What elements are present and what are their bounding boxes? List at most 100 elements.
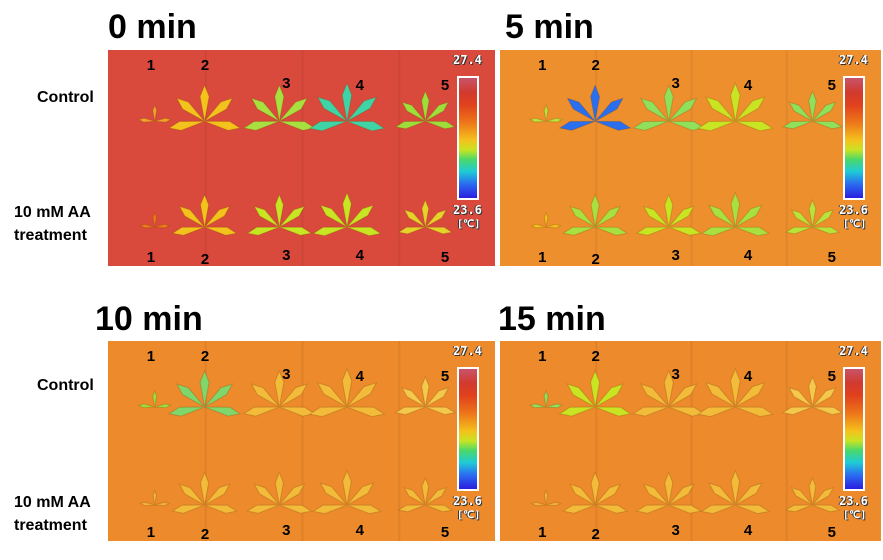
plant-number-treatment-4: 4 xyxy=(743,247,753,264)
plant-number-treatment-2: 2 xyxy=(200,251,210,266)
scale-max-value: 27.4 xyxy=(453,344,482,358)
plant-number-control-5: 5 xyxy=(440,368,450,385)
plant-number-control-3: 3 xyxy=(671,366,680,383)
leaf-bot-4 xyxy=(700,191,771,237)
plant-number-treatment-5: 5 xyxy=(440,249,450,266)
plant-number-control-1: 1 xyxy=(146,348,156,365)
plant-number-control-4: 4 xyxy=(355,368,365,385)
background-seam xyxy=(595,50,598,266)
background-seam xyxy=(301,50,304,266)
background-seam xyxy=(204,341,207,541)
background-seam xyxy=(785,341,788,541)
leaf-bot-1 xyxy=(530,211,562,229)
plant-number-treatment-2: 2 xyxy=(200,526,210,541)
leaf-bot-2 xyxy=(171,193,238,236)
leaf-bot-2 xyxy=(171,471,238,514)
panel-title-0min: 0 min xyxy=(108,8,197,46)
plant-number-control-3: 3 xyxy=(282,366,291,383)
scale-max-value: 27.4 xyxy=(453,53,482,67)
leaf-top-2 xyxy=(167,369,242,417)
plant-number-control-1: 1 xyxy=(538,348,547,365)
thermal-image-10min: 1 2 3 4 5 1 2 3 4 5 27.4 23.6 [℃] xyxy=(108,341,495,541)
leaf-bot-4 xyxy=(312,191,382,237)
thermal-image-0min: 1 2 3 4 5 1 2 3 4 5 27.4 23.6 [℃] xyxy=(108,50,495,266)
leaf-top-1 xyxy=(137,389,172,409)
plant-number-control-4: 4 xyxy=(355,77,365,94)
thermal-canvas xyxy=(108,50,495,266)
temperature-color-scale xyxy=(457,76,479,200)
leaf-bot-1 xyxy=(139,211,171,229)
plant-number-treatment-3: 3 xyxy=(282,522,291,539)
plant-number-treatment-4: 4 xyxy=(743,522,753,539)
background-seam xyxy=(785,50,788,266)
leaf-bot-5 xyxy=(784,476,841,513)
thermal-canvas xyxy=(500,341,881,541)
plant-number-control-2: 2 xyxy=(591,348,600,365)
plant-number-treatment-3: 3 xyxy=(671,522,680,539)
plant-number-control-1: 1 xyxy=(538,57,547,74)
temperature-color-scale xyxy=(457,367,479,491)
leaf-bot-1 xyxy=(530,489,562,507)
plant-number-control-5: 5 xyxy=(827,77,836,94)
leaf-top-1 xyxy=(137,103,172,123)
plant-number-treatment-1: 1 xyxy=(146,249,156,266)
leaf-top-5 xyxy=(394,375,457,416)
leaf-bot-4 xyxy=(700,469,771,515)
scale-min-value: 23.6 xyxy=(453,203,482,217)
leaf-top-2 xyxy=(558,83,632,131)
panel-title-5min: 5 min xyxy=(505,8,594,46)
panel-title-15min: 15 min xyxy=(498,300,606,338)
plant-number-treatment-5: 5 xyxy=(827,524,836,541)
leaf-top-2 xyxy=(558,369,632,417)
thermal-canvas xyxy=(500,50,881,266)
temperature-color-scale xyxy=(843,367,865,491)
background-seam xyxy=(690,50,693,266)
row-label-control-top: Control xyxy=(37,89,94,106)
background-seam xyxy=(595,341,598,541)
scale-unit-label: [℃] xyxy=(843,219,867,230)
row-label-treatment-bottom-line2: treatment xyxy=(14,517,87,534)
row-label-treatment-bottom-line1: 10 mM AA xyxy=(14,494,91,511)
leaf-bot-5 xyxy=(397,198,454,235)
plant-number-control-4: 4 xyxy=(743,77,753,94)
scale-unit-label: [℃] xyxy=(843,510,867,521)
scale-min-value: 23.6 xyxy=(839,203,868,217)
leaf-top-4 xyxy=(696,81,775,132)
temperature-color-scale xyxy=(843,76,865,200)
leaf-top-5 xyxy=(394,89,457,130)
plant-number-treatment-1: 1 xyxy=(146,524,156,541)
scale-unit-label: [℃] xyxy=(457,510,481,521)
leaf-top-1 xyxy=(528,103,564,123)
plant-number-control-3: 3 xyxy=(282,75,291,92)
plant-number-control-1: 1 xyxy=(146,57,156,74)
plant-number-control-5: 5 xyxy=(827,368,836,385)
row-label-control-bottom: Control xyxy=(37,377,94,394)
background-seam xyxy=(301,341,304,541)
leaf-top-4 xyxy=(308,367,386,418)
leaf-bot-3 xyxy=(635,193,702,236)
plant-number-control-2: 2 xyxy=(591,57,600,74)
row-label-treatment-top-line1: 10 mM AA xyxy=(14,204,91,221)
leaf-top-1 xyxy=(528,389,564,409)
leaf-bot-1 xyxy=(139,489,171,507)
leaf-top-4 xyxy=(696,367,775,418)
plant-number-treatment-5: 5 xyxy=(440,524,450,541)
plant-number-treatment-5: 5 xyxy=(827,249,836,266)
row-label-treatment-top-line2: treatment xyxy=(14,227,87,244)
plant-number-treatment-2: 2 xyxy=(591,251,600,266)
leaf-bot-3 xyxy=(246,471,313,514)
leaf-top-3 xyxy=(242,83,317,131)
leaf-top-5 xyxy=(781,89,844,130)
thermal-image-15min: 1 2 3 4 5 1 2 3 4 5 27.4 23.6 [℃] xyxy=(500,341,881,541)
plant-number-treatment-4: 4 xyxy=(355,247,365,264)
leaf-bot-2 xyxy=(561,471,629,514)
leaf-bot-5 xyxy=(784,198,841,235)
background-seam xyxy=(398,50,401,266)
leaf-bot-2 xyxy=(561,193,629,236)
scale-unit-label: [℃] xyxy=(457,219,481,230)
plant-number-treatment-2: 2 xyxy=(591,526,600,541)
plant-number-treatment-3: 3 xyxy=(671,247,680,264)
plant-number-control-5: 5 xyxy=(440,77,450,94)
background-seam xyxy=(398,341,401,541)
plant-number-treatment-1: 1 xyxy=(538,524,547,541)
